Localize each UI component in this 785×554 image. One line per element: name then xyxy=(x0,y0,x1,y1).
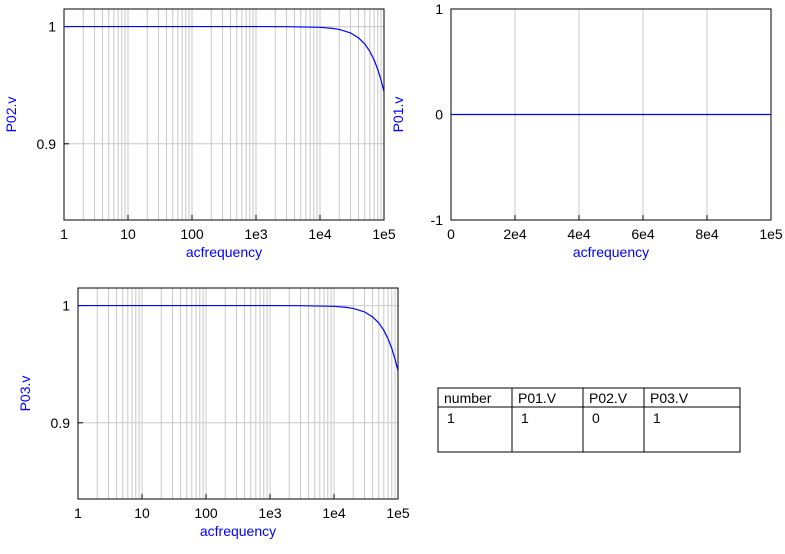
x-tick-label: 0 xyxy=(447,226,455,242)
x-axis-label: acfrequency xyxy=(573,244,649,260)
table-cell: 0 xyxy=(592,410,600,426)
y-tick-label: 0.9 xyxy=(51,415,71,431)
x-tick-label: 1e4 xyxy=(322,505,346,521)
x-tick-label: 4e4 xyxy=(567,226,591,242)
table-cell: 1 xyxy=(653,410,661,426)
chart-p02: 1 10 100 1e3 1e4 1e5 0.9 1 acfrequency P02.v xyxy=(3,8,396,260)
y-tick-label: 1 xyxy=(435,1,443,17)
y-tick-label: -1 xyxy=(431,212,444,228)
plot-frame xyxy=(63,8,385,221)
y-axis-label: P02.v xyxy=(3,97,19,133)
results-table: number P01.V P02.V P03.V 1 1 0 1 xyxy=(437,387,741,453)
x-tick-label: 8e4 xyxy=(695,226,719,242)
y-axis-label: P03.v xyxy=(17,376,33,412)
table-cell: 1 xyxy=(447,410,455,426)
table-header-cell: number xyxy=(444,390,492,406)
y-tick-label: 0 xyxy=(435,107,443,123)
table-header-cell: P01.V xyxy=(518,390,557,406)
x-tick-label: 10 xyxy=(134,505,150,521)
y-tick-label: 0.9 xyxy=(37,136,57,152)
x-axis-label: acfrequency xyxy=(186,244,262,260)
y-axis-label: P01.v xyxy=(390,97,406,133)
table-cell: 1 xyxy=(521,410,529,426)
y-tick-label: 1 xyxy=(48,19,56,35)
x-tick-label: 1e3 xyxy=(258,505,282,521)
x-axis-label: acfrequency xyxy=(200,523,276,539)
x-tick-label: 10 xyxy=(120,226,136,242)
x-tick-label: 1e5 xyxy=(372,226,396,242)
table-border xyxy=(437,387,741,453)
x-tick-label: 100 xyxy=(194,505,218,521)
x-tick-label: 1 xyxy=(74,505,82,521)
x-tick-label: 1e4 xyxy=(308,226,332,242)
y-tick-label: 1 xyxy=(62,298,70,314)
x-tick-label: 100 xyxy=(180,226,204,242)
x-tick-label: 1e3 xyxy=(244,226,268,242)
x-tick-label: 1 xyxy=(60,226,68,242)
table-header-cell: P03.V xyxy=(650,390,689,406)
plot-frame xyxy=(77,287,399,500)
table-header-cell: P02.V xyxy=(589,390,628,406)
x-tick-label: 1e5 xyxy=(386,505,410,521)
x-tick-label: 1e5 xyxy=(759,226,783,242)
chart-p03: 1 10 100 1e3 1e4 1e5 0.9 1 acfrequency P03.v xyxy=(17,287,410,539)
x-tick-label: 2e4 xyxy=(503,226,527,242)
series-line xyxy=(78,304,398,371)
series-line xyxy=(64,25,384,92)
x-tick-label: 6e4 xyxy=(631,226,655,242)
